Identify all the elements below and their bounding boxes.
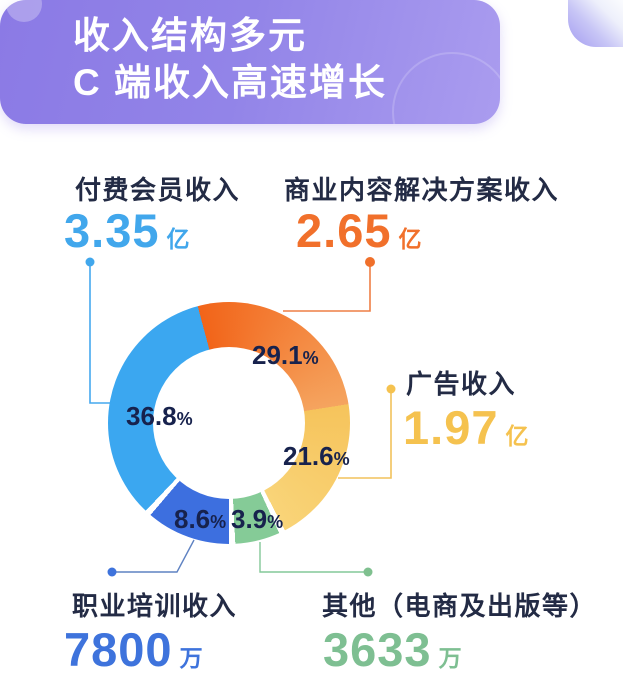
percent-label-advertising: 21.6% — [283, 441, 350, 472]
metric-value-advertising: 1.97 亿 — [403, 400, 528, 455]
leader-line-commercial-content — [283, 262, 371, 312]
metric-label-advertising: 广告收入 — [406, 369, 517, 399]
donut-hole — [153, 347, 305, 499]
metric-unit: 亿 — [398, 226, 422, 252]
leader-line-paid-membership — [89, 262, 110, 404]
leader-line-vocational-training — [112, 539, 195, 573]
title-line-1: 收入结构多元 — [73, 15, 307, 56]
metric-value-vocational-training: 7800 万 — [64, 622, 203, 677]
banner-circle-decoration — [6, 0, 42, 22]
percent-symbol: % — [176, 409, 193, 429]
corner-fold-decoration — [568, 0, 623, 47]
leader-dot-advertising — [386, 384, 396, 394]
percent-symbol: % — [210, 512, 227, 532]
metric-label-commercial-content: 商业内容解决方案收入 — [284, 175, 560, 205]
percent-label-vocational-training: 8.6% — [174, 504, 226, 535]
metric-unit: 万 — [438, 645, 462, 671]
metric-value-other: 3633 万 — [323, 622, 462, 677]
header-banner: 收入结构多元 C 端收入高速增长 — [0, 0, 500, 124]
metric-number: 3633 — [323, 623, 432, 676]
percent-number: 36.8 — [126, 401, 177, 431]
percent-symbol: % — [267, 512, 284, 532]
metric-unit: 亿 — [505, 423, 529, 449]
metric-value-commercial-content: 2.65 亿 — [296, 203, 421, 258]
metric-value-paid-membership: 3.35 亿 — [64, 203, 189, 258]
percent-label-other: 3.9% — [231, 504, 283, 535]
leader-dot-commercial-content — [365, 257, 375, 267]
metric-number: 3.35 — [64, 204, 160, 257]
banner-ring-decoration — [392, 52, 500, 124]
metric-number: 1.97 — [403, 401, 499, 454]
metric-label-other: 其他（电商及出版等） — [322, 591, 598, 621]
metric-label-paid-membership: 付费会员收入 — [75, 175, 241, 205]
leader-dot-other — [363, 567, 373, 577]
percent-number: 29.1 — [252, 340, 303, 370]
leader-dot-vocational-training — [107, 567, 117, 577]
metric-number: 2.65 — [296, 204, 392, 257]
percent-symbol: % — [333, 449, 350, 469]
percent-label-paid-membership: 36.8% — [126, 401, 193, 432]
page-title: 收入结构多元 C 端收入高速增长 — [73, 12, 387, 106]
leader-line-other — [259, 542, 368, 573]
percent-label-commercial-content: 29.1% — [252, 340, 319, 371]
metric-number: 7800 — [64, 623, 173, 676]
title-line-2: C 端收入高速增长 — [73, 62, 387, 103]
metric-unit: 万 — [179, 645, 203, 671]
percent-number: 21.6 — [283, 441, 334, 471]
leader-dot-paid-membership — [85, 257, 95, 267]
percent-number: 3.9 — [231, 504, 268, 534]
metric-unit: 亿 — [166, 226, 190, 252]
percent-symbol: % — [302, 348, 319, 368]
metric-label-vocational-training: 职业培训收入 — [72, 591, 238, 621]
percent-number: 8.6 — [174, 504, 211, 534]
